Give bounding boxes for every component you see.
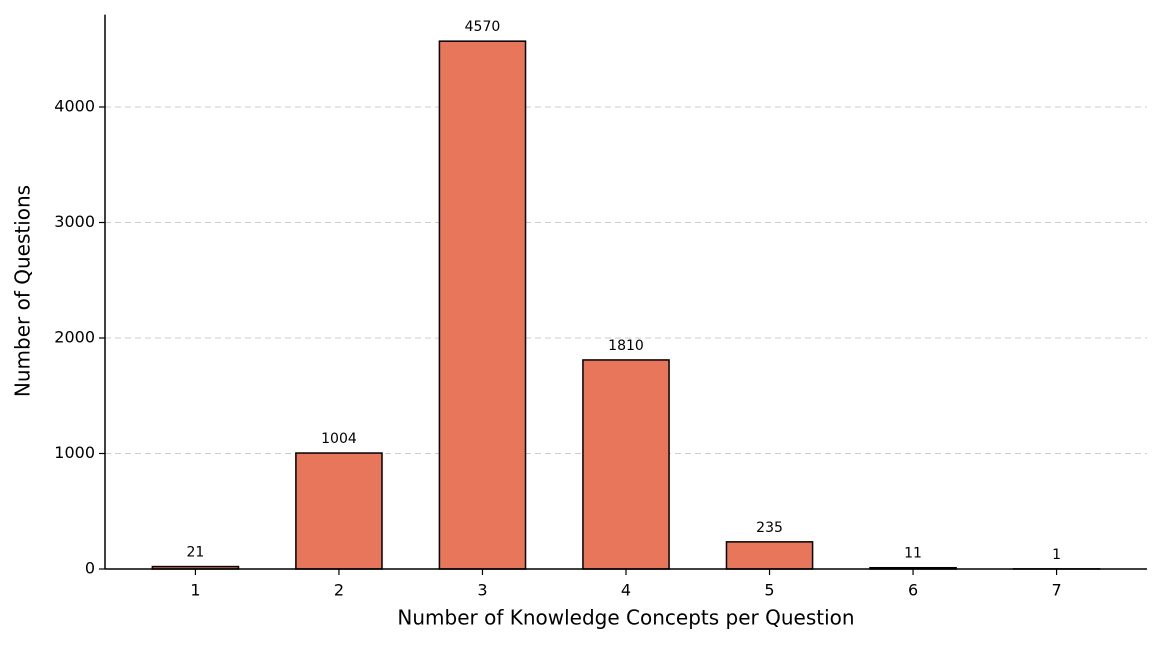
y-tick-label: 0 — [85, 559, 95, 578]
value-label: 21 — [187, 545, 205, 561]
x-tick-label: 6 — [908, 581, 918, 600]
bar — [582, 359, 670, 570]
x-tick-label: 4 — [621, 581, 631, 600]
value-label: 235 — [756, 520, 783, 536]
value-label: 1810 — [608, 338, 644, 354]
x-tick-label: 3 — [477, 581, 487, 600]
x-tick-label: 2 — [334, 581, 344, 600]
y-tick-label: 2000 — [54, 328, 95, 347]
x-axis-label: Number of Knowledge Concepts per Questio… — [397, 606, 854, 630]
x-tick-label: 1 — [190, 581, 200, 600]
y-tick-label: 3000 — [54, 212, 95, 231]
y-axis-label: Number of Questions — [11, 185, 35, 397]
value-label: 11 — [904, 546, 922, 562]
y-tick-label: 4000 — [54, 97, 95, 116]
x-tick-label: 5 — [764, 581, 774, 600]
bar — [295, 452, 383, 570]
bar — [725, 541, 814, 570]
value-label: 1004 — [321, 431, 357, 447]
y-tick-label: 1000 — [54, 443, 95, 462]
bar — [438, 40, 527, 570]
value-label: 1 — [1052, 547, 1061, 563]
value-label: 4570 — [465, 19, 501, 35]
x-tick-label: 7 — [1051, 581, 1061, 600]
